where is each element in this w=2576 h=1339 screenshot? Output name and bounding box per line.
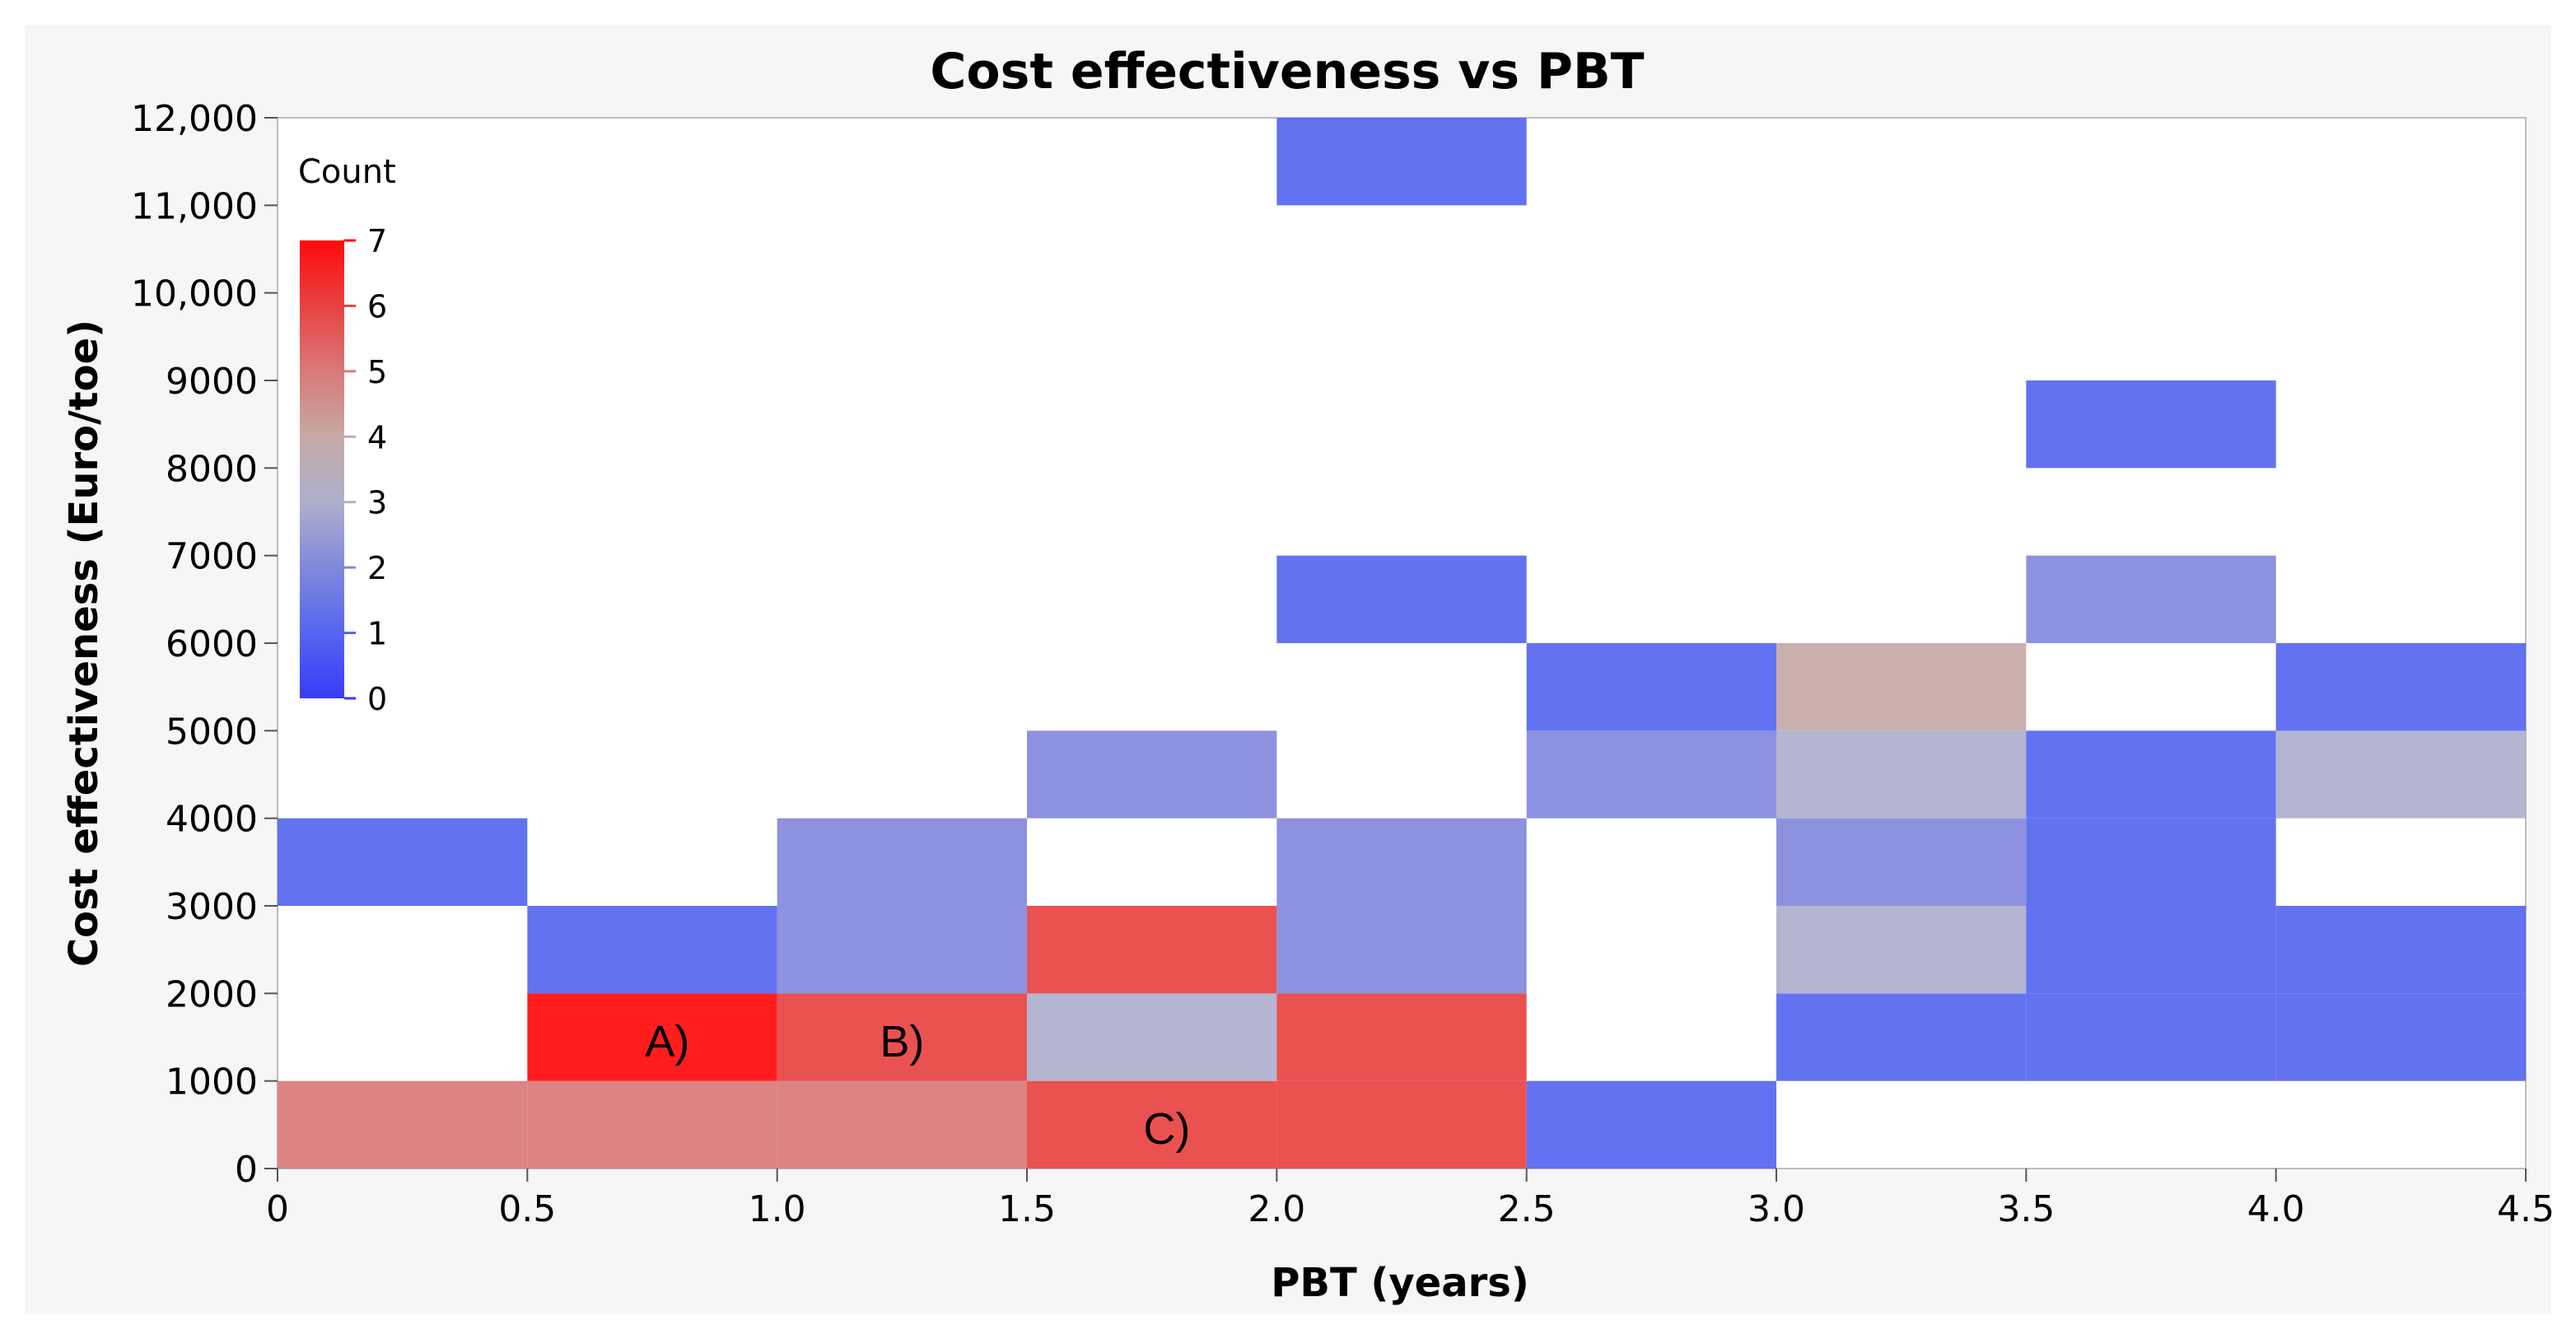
heatmap-cell-29 <box>2275 730 2526 819</box>
legend-title: Count <box>298 153 396 191</box>
heatmap-cell-15 <box>1027 906 1277 994</box>
heatmap-cell-6 <box>527 993 777 1081</box>
heatmap-cell-25 <box>1027 730 1277 819</box>
x-axis: 0 0.5 1.0 1.5 2.0 2.5 3.0 3.5 4.0 4.5 <box>266 1169 2555 1230</box>
x-tick-label-1: 0.5 <box>498 1188 556 1230</box>
heatmap-cell-32 <box>2275 643 2526 731</box>
legend-tick-label-2: 2 <box>367 550 387 586</box>
heatmap-cell-20 <box>278 818 528 906</box>
legend-tick-label-6: 6 <box>367 288 387 324</box>
heatmap-cell-33 <box>1276 555 1527 643</box>
y-tick-label-6: 6000 <box>166 623 258 665</box>
heatmap-cell-19 <box>2275 906 2526 994</box>
cell-annotations: A) B) C) <box>645 1017 1190 1154</box>
heatmap-cell-3 <box>1027 1080 1277 1169</box>
x-tick-label-8: 4.0 <box>2247 1188 2305 1230</box>
heatmap-cell-7 <box>777 993 1027 1081</box>
heatmap-cells <box>278 118 2526 1169</box>
x-tick-label-9: 4.5 <box>2497 1188 2555 1230</box>
y-tick-label-3: 3000 <box>166 886 258 928</box>
y-tick-label-8: 8000 <box>166 448 258 490</box>
heatmap-cell-22 <box>1276 818 1527 906</box>
heatmap-cell-36 <box>1276 118 1527 206</box>
y-tick-label-9: 9000 <box>166 361 258 403</box>
color-legend: Count 0 1 2 3 4 5 6 7 <box>298 153 396 717</box>
heatmap-cell-2 <box>777 1080 1027 1169</box>
legend-tick-label-4: 4 <box>367 419 387 455</box>
heatmap-cell-31 <box>1776 643 2027 731</box>
heatmap-cell-35 <box>2026 380 2276 469</box>
heatmap-cell-24 <box>2026 818 2276 906</box>
heatmap-cell-9 <box>1276 993 1527 1081</box>
y-tick-label-12: 12,000 <box>131 98 258 140</box>
heatmap-cell-11 <box>2026 993 2276 1081</box>
heatmap-cell-10 <box>1776 993 2027 1081</box>
heatmap-cell-27 <box>1776 730 2027 819</box>
cell-annotation-2: C) <box>1143 1104 1190 1154</box>
x-tick-label-6: 3.0 <box>1748 1188 1805 1230</box>
heatmap-cell-13 <box>527 906 777 994</box>
heatmap-cell-26 <box>1526 730 1776 819</box>
heatmap-cell-14 <box>777 906 1027 994</box>
y-axis: 0 1000 2000 3000 4000 5000 6000 7000 8000 9000 10,… <box>131 98 278 1191</box>
heatmap-cell-12 <box>2275 993 2526 1081</box>
heatmap-cell-17 <box>1776 906 2027 994</box>
heatmap-cell-16 <box>1276 906 1527 994</box>
chart-title: Cost effectiveness vs PBT <box>930 43 1644 100</box>
legend-tick-label-7: 7 <box>367 223 387 259</box>
legend-tick-label-0: 0 <box>367 681 387 717</box>
y-axis-label: Cost effectiveness (Euro/toe) <box>61 320 107 967</box>
legend-ticks: 0 1 2 3 4 5 6 7 <box>344 223 387 717</box>
y-tick-label-2: 2000 <box>166 973 258 1015</box>
y-tick-label-5: 5000 <box>166 711 258 753</box>
heatmap-cell-18 <box>2026 906 2276 994</box>
legend-tick-label-5: 5 <box>367 354 387 390</box>
y-tick-label-10: 10,000 <box>131 273 258 315</box>
x-tick-label-4: 2.0 <box>1248 1188 1305 1230</box>
heatmap-cell-34 <box>2026 555 2276 643</box>
heatmap-cell-21 <box>777 818 1027 906</box>
heatmap-cell-23 <box>1776 818 2027 906</box>
x-tick-label-2: 1.0 <box>749 1188 806 1230</box>
heatmap-cell-30 <box>1526 643 1776 731</box>
heatmap-cell-1 <box>527 1080 777 1169</box>
heatmap-cell-0 <box>278 1080 528 1169</box>
heatmap-cell-8 <box>1027 993 1277 1081</box>
heatmap-cell-28 <box>2026 730 2276 819</box>
cell-annotation-0: A) <box>645 1017 689 1066</box>
cell-annotation-1: B) <box>880 1017 924 1066</box>
plot-area: A) B) C) <box>277 117 2527 1169</box>
y-tick-label-7: 7000 <box>166 536 258 578</box>
y-tick-label-4: 4000 <box>166 799 258 841</box>
y-tick-label-0: 0 <box>235 1149 258 1191</box>
y-tick-label-11: 11,000 <box>131 185 258 227</box>
x-tick-label-7: 3.5 <box>1997 1188 2055 1230</box>
heatmap-cell-5 <box>1526 1080 1776 1169</box>
legend-tick-label-1: 1 <box>367 616 387 652</box>
x-tick-label-0: 0 <box>266 1188 289 1230</box>
x-tick-label-5: 2.5 <box>1498 1188 1556 1230</box>
legend-color-bar <box>300 240 344 698</box>
heatmap-cell-4 <box>1276 1080 1527 1169</box>
y-tick-label-1: 1000 <box>166 1061 258 1103</box>
x-axis-label: PBT (years) <box>1271 1260 1529 1306</box>
legend-tick-label-3: 3 <box>367 485 387 521</box>
x-tick-label-3: 1.5 <box>998 1188 1056 1230</box>
